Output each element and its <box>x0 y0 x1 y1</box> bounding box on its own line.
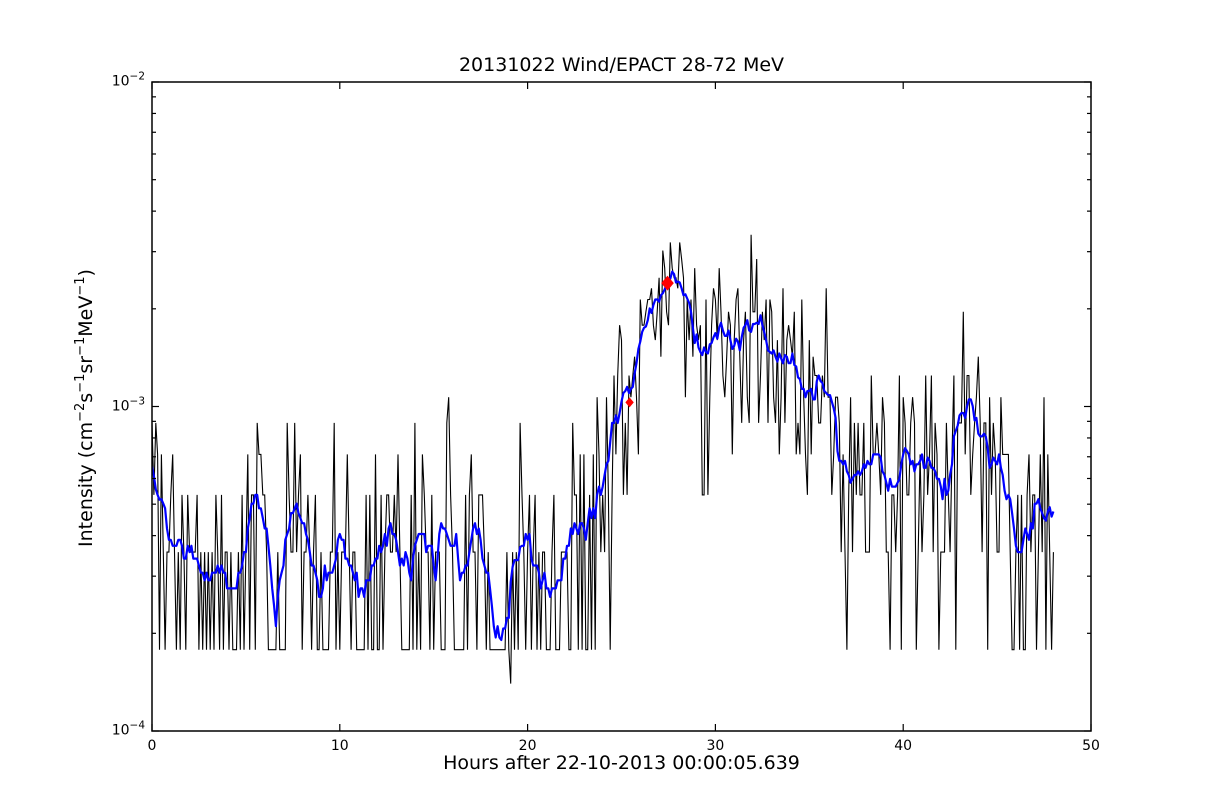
x-axis-label: Hours after 22-10-2013 00:00:05.639 <box>443 752 800 774</box>
x-tick-label: 40 <box>894 738 913 754</box>
x-tick-label: 30 <box>706 738 725 754</box>
peak-marker <box>661 275 674 291</box>
onset-marker <box>625 397 634 408</box>
y-tick-label: 10−2 <box>111 70 145 90</box>
y-tick-label: 10−3 <box>111 395 145 414</box>
y-tick-label: 10−4 <box>111 719 145 739</box>
y-axis-label: Intensity (cm−2s−1sr−1MeV−1) <box>73 269 97 547</box>
x-tick-label: 10 <box>330 738 349 754</box>
x-tick-label: 20 <box>518 738 537 754</box>
x-tick-label: 50 <box>1082 738 1100 754</box>
x-tick-label: 0 <box>147 738 157 754</box>
chart-title: 20131022 Wind/EPACT 28-72 MeV <box>458 54 785 76</box>
smoothed-intensity-line <box>152 270 1055 642</box>
raw-intensity-line <box>152 234 1054 684</box>
